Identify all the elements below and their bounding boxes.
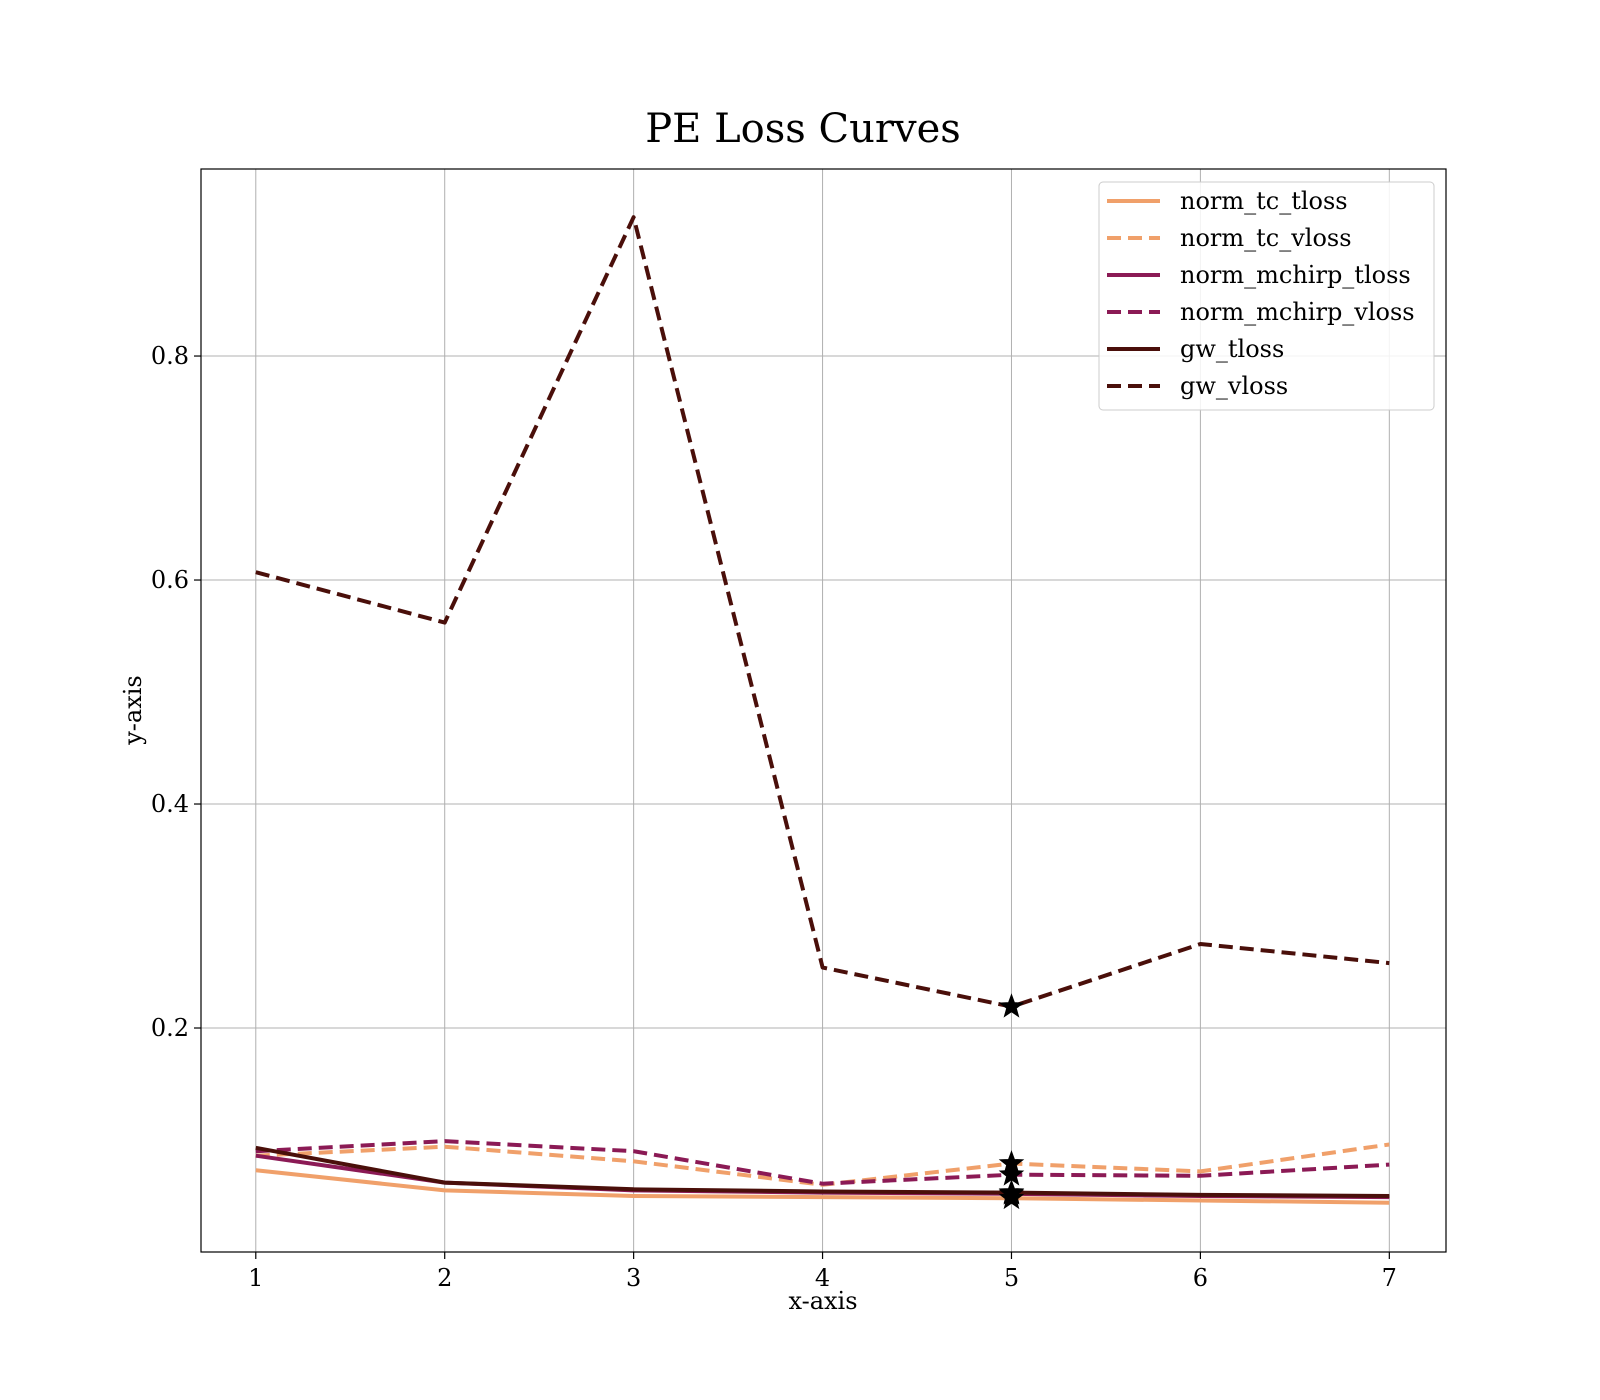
x-tick-label: 2 (437, 1264, 452, 1292)
legend: norm_tc_tloss norm_tc_vloss norm_mchirp_tl… (1098, 181, 1435, 411)
series-line-norm-mchirp-vloss (255, 1139, 1390, 1186)
series-line-gw-tloss (255, 1145, 1390, 1198)
x-tick-label: 3 (626, 1264, 641, 1292)
plot-frame (200, 168, 1447, 1253)
chart-title: PE Loss Curves (645, 106, 961, 152)
y-tick-label: 0.2 (151, 1014, 189, 1042)
best-epoch-markers (998, 993, 1025, 1210)
legend-label-norm-tc-tloss: norm_tc_tloss (1180, 187, 1348, 215)
legend-label-norm-tc-vloss: norm_tc_vloss (1180, 224, 1352, 252)
legend-label-gw-vloss: gw_vloss (1180, 372, 1288, 400)
y-tick-label: 0.8 (151, 342, 189, 370)
x-tick-label: 5 (1004, 1264, 1019, 1292)
legend-label-gw-tloss: gw_tloss (1180, 335, 1284, 363)
x-tick-label: 6 (1193, 1264, 1208, 1292)
series-line-gw-vloss (255, 215, 1390, 1009)
y-tick-label: 0.6 (151, 566, 189, 594)
series-line-norm-tc-tloss (255, 1168, 1390, 1205)
y-tick-label: 0.4 (151, 790, 189, 818)
x-axis-label: x-axis (788, 1287, 857, 1315)
y-ticks: 0.2 0.4 0.6 0.8 (151, 342, 201, 1042)
star-marker-norm-tc-tloss (998, 1184, 1025, 1210)
x-tick-label: 1 (248, 1264, 263, 1292)
x-tick-label: 4 (815, 1264, 830, 1292)
star-marker-gw-vloss (998, 993, 1025, 1018)
x-ticks: 1 2 3 4 5 6 7 (248, 1252, 1397, 1292)
y-axis-label: y-axis (119, 675, 147, 746)
legend-label-norm-mchirp-tloss: norm_mchirp_tloss (1180, 261, 1411, 289)
legend-label-norm-mchirp-vloss: norm_mchirp_vloss (1180, 298, 1415, 326)
series-lines (255, 215, 1390, 1205)
x-tick-label: 7 (1382, 1264, 1397, 1292)
legend-box (1098, 181, 1435, 411)
